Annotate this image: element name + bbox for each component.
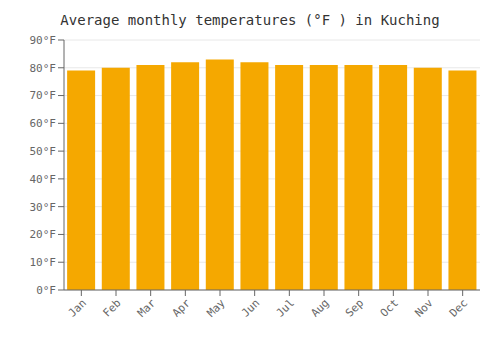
svg-text:70°F: 70°F: [30, 89, 57, 102]
svg-text:10°F: 10°F: [30, 256, 57, 269]
svg-text:Nov: Nov: [412, 296, 436, 320]
svg-text:0°F: 0°F: [36, 284, 56, 297]
svg-text:30°F: 30°F: [30, 201, 57, 214]
svg-text:Apr: Apr: [170, 296, 194, 320]
svg-text:60°F: 60°F: [30, 117, 57, 130]
svg-text:Feb: Feb: [100, 296, 123, 319]
svg-text:50°F: 50°F: [30, 145, 57, 158]
svg-text:Dec: Dec: [447, 296, 470, 319]
svg-text:40°F: 40°F: [30, 173, 57, 186]
svg-text:Jun: Jun: [239, 296, 262, 319]
svg-text:Aug: Aug: [308, 296, 331, 319]
svg-text:Oct: Oct: [378, 296, 401, 319]
svg-text:90°F: 90°F: [30, 34, 57, 47]
svg-text:Sep: Sep: [343, 296, 366, 319]
svg-text:Jan: Jan: [66, 296, 89, 319]
svg-text:20°F: 20°F: [30, 228, 57, 241]
svg-text:Jul: Jul: [274, 296, 297, 319]
svg-text:Mar: Mar: [135, 296, 159, 320]
html-text:Average monthly temperatures (: Average monthly temperatures (°F ) in Ku…: [60, 12, 440, 28]
svg-text:May: May: [204, 296, 228, 320]
svg-text:80°F: 80°F: [30, 62, 57, 75]
